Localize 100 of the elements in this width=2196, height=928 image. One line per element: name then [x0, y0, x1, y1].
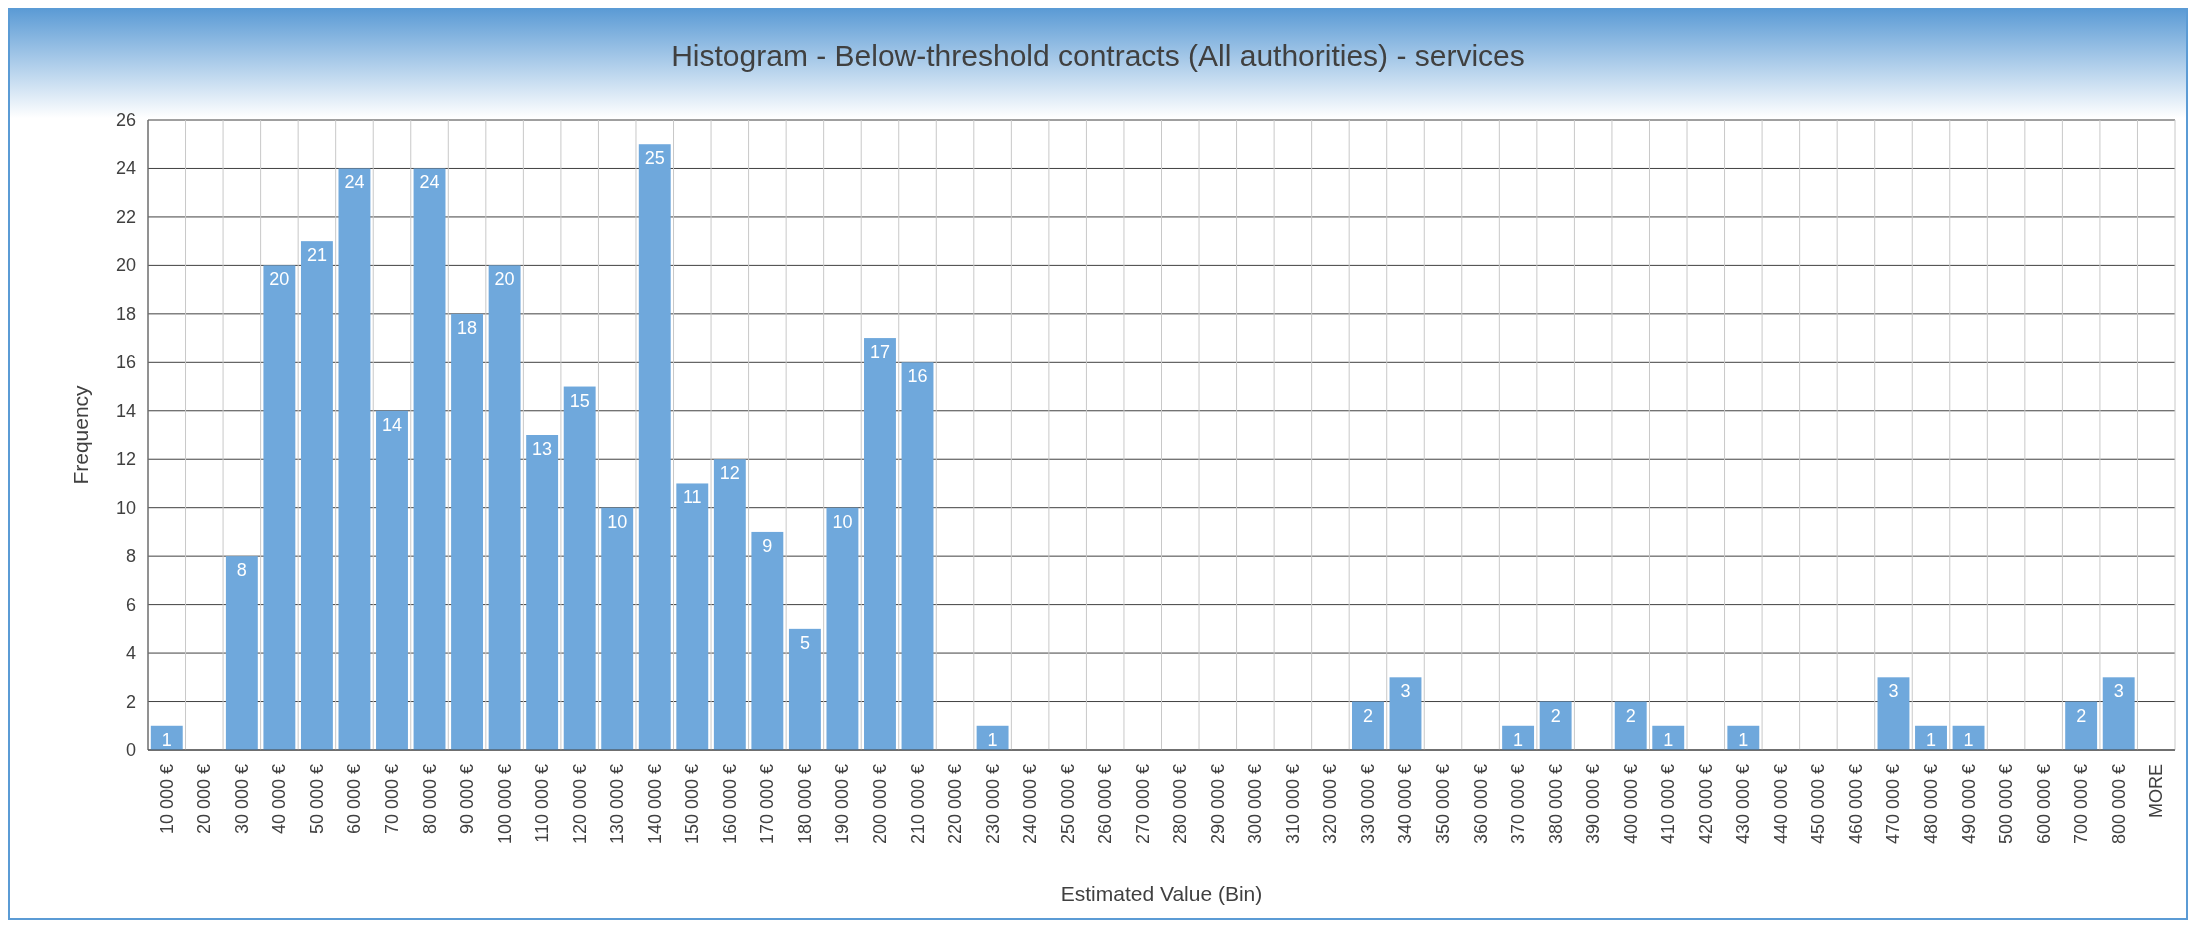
x-tick-label: 450 000 €: [1808, 764, 1829, 845]
bar: [451, 313, 484, 750]
y-tick-label: 0: [125, 740, 136, 760]
y-tick-label: 20: [115, 255, 136, 276]
bar: [2102, 677, 2135, 750]
x-tick-label: 250 000 €: [1057, 764, 1078, 845]
y-tick-label: 16: [115, 352, 136, 373]
chart-title: Histogram - Below-threshold contracts (All authorities) - services: [671, 39, 1525, 72]
bar: [338, 168, 371, 750]
x-tick-label: 370 000 €: [1508, 764, 1529, 845]
y-tick-label: 22: [115, 206, 136, 227]
bar: [864, 338, 896, 750]
x-tick-label: 240 000 €: [1020, 764, 1041, 845]
x-tick-label: 10 000 €: [156, 764, 177, 835]
data-label: 13: [532, 439, 553, 459]
x-tick-label: 230 000 €: [982, 764, 1003, 845]
data-label: 2: [1362, 705, 1373, 726]
bar: [376, 410, 408, 750]
x-tick-label: 440 000 €: [1770, 764, 1791, 845]
data-label: 2: [2076, 705, 2087, 726]
bar: [526, 435, 559, 750]
x-tick-label: 390 000 €: [1583, 764, 1604, 845]
x-tick-label: 220 000 €: [945, 764, 966, 845]
x-tick-label: MORE: [2146, 764, 2167, 818]
x-tick-label: 190 000 €: [832, 764, 853, 845]
x-tick-label: 90 000 €: [457, 764, 478, 835]
x-tick-label: 700 000 €: [2071, 764, 2092, 845]
x-tick-label: 430 000 €: [1733, 764, 1754, 845]
data-label: 1: [1663, 729, 1674, 750]
data-label: 10: [607, 511, 628, 532]
data-label: 1: [1963, 729, 1974, 750]
x-tick-label: 490 000 €: [1958, 764, 1979, 845]
x-tick-label: 380 000 €: [1545, 764, 1566, 845]
bar: [1539, 701, 1572, 750]
x-tick-label: 300 000 €: [1245, 764, 1266, 845]
data-label: 24: [419, 172, 440, 193]
data-label: 5: [799, 632, 810, 653]
x-tick-label: 310 000 €: [1282, 764, 1303, 845]
x-tick-label: 460 000 €: [1845, 764, 1866, 845]
y-tick-label: 14: [115, 400, 136, 421]
data-label: 21: [306, 245, 327, 266]
x-tick-label: 210 000 €: [907, 764, 928, 845]
data-label: 17: [869, 342, 890, 363]
data-label: 3: [1400, 681, 1411, 702]
bar: [788, 628, 821, 750]
data-label: 3: [2113, 681, 2124, 702]
bar: [300, 241, 333, 750]
bar: [638, 144, 671, 750]
bar: [488, 265, 521, 750]
data-label: 1: [1738, 729, 1749, 750]
data-label: 9: [762, 535, 773, 556]
x-tick-label: 20 000 €: [194, 764, 215, 835]
x-tick-label: 130 000 €: [607, 764, 628, 845]
data-label: 14: [381, 414, 403, 435]
bar: [1877, 677, 1910, 750]
bar: [901, 362, 934, 750]
data-label: 20: [494, 269, 515, 290]
bar: [563, 386, 596, 750]
bar: [225, 556, 258, 750]
x-tick-label: 30 000 €: [231, 764, 252, 835]
x-tick-label: 170 000 €: [757, 764, 778, 845]
x-tick-label: 330 000 €: [1357, 764, 1378, 845]
data-label: 1: [161, 729, 172, 750]
bar: [826, 507, 859, 750]
data-label: 10: [832, 511, 853, 532]
y-tick-label: 8: [125, 546, 136, 567]
data-label: 20: [269, 269, 290, 290]
x-tick-label: 290 000 €: [1207, 764, 1228, 845]
x-tick-label: 40 000 €: [269, 764, 290, 835]
bar: [1352, 701, 1384, 750]
x-tick-label: 480 000 €: [1921, 764, 1942, 845]
data-label: 2: [1550, 705, 1561, 726]
data-label: 2: [1625, 705, 1636, 726]
data-label: 1: [987, 729, 998, 750]
data-label: 11: [682, 487, 702, 508]
bar: [2065, 701, 2098, 750]
y-tick-label: 4: [125, 643, 136, 664]
x-tick-label: 470 000 €: [1883, 764, 1904, 845]
data-label: 3: [1888, 681, 1899, 702]
data-label: 18: [457, 317, 478, 338]
data-label: 8: [236, 560, 247, 581]
x-tick-label: 160 000 €: [719, 764, 740, 845]
x-tick-label: 600 000 €: [2033, 764, 2054, 845]
data-label: 15: [569, 390, 590, 411]
data-label: 12: [719, 463, 740, 484]
y-tick-label: 18: [115, 303, 136, 324]
bar: [676, 483, 709, 750]
x-tick-label: 350 000 €: [1433, 764, 1454, 845]
x-tick-label: 120 000 €: [569, 764, 590, 845]
x-tick-label: 50 000 €: [306, 764, 327, 835]
x-tick-label: 200 000 €: [869, 764, 890, 845]
bar: [601, 507, 634, 750]
x-tick-label: 110 000 €: [532, 764, 553, 843]
x-tick-label: 400 000 €: [1620, 764, 1641, 845]
data-label: 1: [1513, 729, 1524, 750]
x-tick-label: 340 000 €: [1395, 764, 1416, 845]
x-tick-label: 180 000 €: [794, 764, 815, 845]
x-axis-title: Estimated Value (Bin): [1060, 882, 1263, 905]
y-tick-label: 6: [125, 594, 136, 615]
x-tick-label: 150 000 €: [682, 764, 703, 845]
